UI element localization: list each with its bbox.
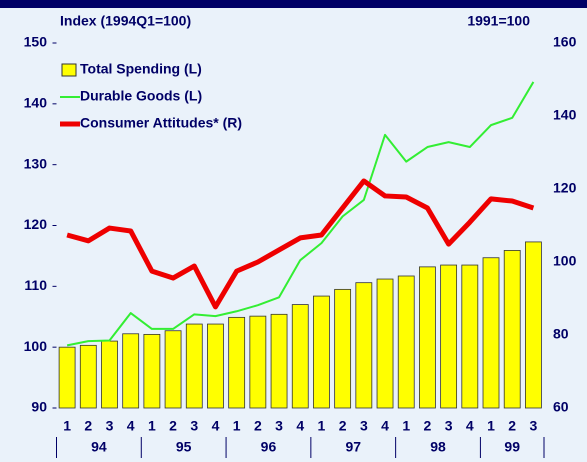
y-tick-label: 90 — [31, 399, 47, 415]
bar — [355, 282, 373, 409]
y2-axis-label: 1991=100 — [467, 13, 530, 29]
bar — [207, 323, 224, 409]
bar — [185, 323, 203, 409]
x-tick-label: 3 — [530, 418, 538, 434]
bar — [249, 315, 267, 409]
bar — [334, 288, 352, 409]
bar — [101, 340, 118, 409]
year-label: 97 — [345, 439, 361, 455]
x-tick-label: 1 — [148, 418, 156, 434]
y-tick-label: 150 — [24, 34, 48, 50]
y-tick-label: 100 — [24, 338, 48, 354]
x-tick-label: 3 — [275, 418, 283, 434]
x-tick-label: 4 — [466, 418, 474, 434]
bar — [79, 344, 97, 409]
y2-tick-label: 60 — [553, 399, 569, 415]
year-label: 96 — [261, 439, 277, 455]
x-tick-label: 4 — [381, 418, 389, 434]
bar — [313, 295, 330, 409]
x-tick-label: 3 — [360, 418, 368, 434]
bar — [270, 313, 288, 409]
y2-tick-label: 120 — [553, 180, 577, 196]
bar — [122, 333, 140, 409]
year-label: 99 — [504, 439, 520, 455]
legend-label: Durable Goods (L) — [80, 88, 202, 104]
x-tick-label: 3 — [190, 418, 198, 434]
x-tick-label: 1 — [318, 418, 326, 434]
year-label: 98 — [430, 439, 446, 455]
line-series — [66, 81, 535, 347]
legend-label: Consumer Attitudes* (R) — [80, 115, 242, 131]
x-tick-label: 2 — [508, 418, 516, 434]
x-tick-label: 1 — [63, 418, 71, 434]
y-tick-label: 140 — [24, 95, 48, 111]
x-tick-label: 4 — [212, 418, 220, 434]
legend-label: Total Spending (L) — [80, 61, 202, 77]
bar — [482, 257, 500, 409]
bar — [376, 278, 394, 409]
y2-tick-label: 100 — [553, 253, 577, 269]
title-band — [0, 0, 587, 8]
y-tick-label: 110 — [24, 277, 47, 293]
x-tick-label: 3 — [445, 418, 453, 434]
x-tick-label: 1 — [402, 418, 410, 434]
bar — [291, 304, 309, 409]
line-series — [66, 178, 535, 310]
x-tick-label: 4 — [127, 418, 135, 434]
year-label: 94 — [91, 439, 107, 455]
y2-tick-label: 140 — [553, 107, 577, 123]
legend-swatch — [61, 63, 77, 77]
bar — [143, 333, 161, 409]
y-tick-label: 120 — [24, 216, 48, 232]
x-tick-label: 4 — [296, 418, 304, 434]
x-tick-label: 2 — [84, 418, 92, 434]
bar — [419, 266, 436, 409]
bar — [461, 264, 479, 409]
x-tick-label: 2 — [254, 418, 262, 434]
y2-tick-label: 160 — [553, 34, 577, 50]
bar — [525, 241, 542, 409]
bar — [397, 275, 415, 409]
bar — [58, 346, 76, 409]
year-label: 95 — [176, 439, 192, 455]
x-tick-label: 1 — [233, 418, 241, 434]
bar — [164, 330, 182, 409]
bar — [228, 316, 246, 409]
x-tick-label: 2 — [169, 418, 177, 434]
y-axis-label: Index (1994Q1=100) — [60, 13, 191, 29]
x-tick-label: 1 — [487, 418, 495, 434]
bar — [503, 250, 521, 409]
x-tick-label: 2 — [339, 418, 347, 434]
y-tick-label: 130 — [24, 155, 48, 171]
x-tick-label: 2 — [424, 418, 432, 434]
y2-tick-label: 80 — [553, 326, 569, 342]
x-tick-label: 3 — [106, 418, 114, 434]
bar — [440, 264, 458, 409]
